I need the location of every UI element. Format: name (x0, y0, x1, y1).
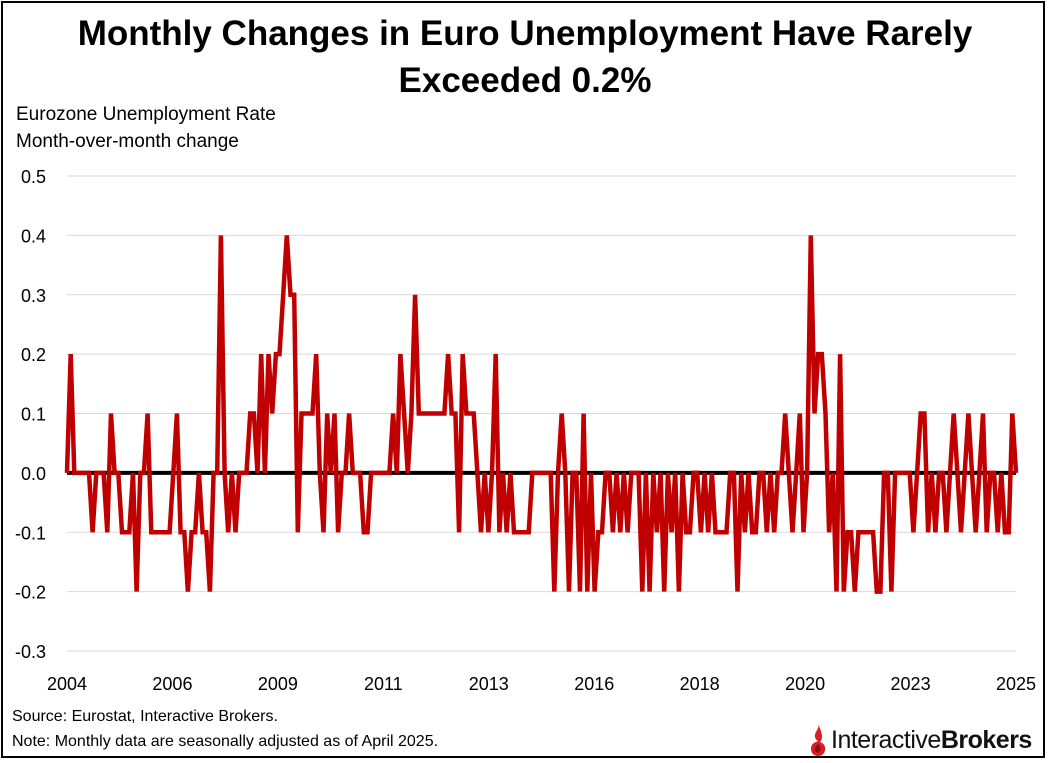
y-tick-label: -0.1 (15, 523, 46, 543)
x-tick-label: 2020 (785, 674, 825, 694)
brand-name: InteractiveBrokers (831, 726, 1032, 755)
line-chart: 0.5 0.4 0.3 0.2 0.1 0.0 -0.1 -0.2 -0.3 2004 2006 2… (15, 167, 1036, 694)
y-tick-label: 0.3 (21, 286, 46, 306)
y-tick-label: 0.5 (21, 167, 46, 187)
x-tick-label: 2025 (996, 674, 1036, 694)
chart-title: Monthly Changes in Euro Unemployment Hav… (77, 14, 973, 100)
x-tick-label: 2013 (469, 674, 509, 694)
x-tick-label: 2016 (574, 674, 614, 694)
chart-subtitle-line-2: Month-over-month change (16, 131, 239, 152)
interactive-brokers-flame-icon (811, 724, 826, 756)
x-tick-label: 2006 (152, 674, 192, 694)
series-line (64, 235, 1019, 594)
brand-name-bold: Brokers (940, 725, 1033, 754)
brand-logo: InteractiveBrokers (808, 718, 1032, 762)
y-tick-label: 0.4 (21, 226, 46, 246)
y-tick-label: 0.1 (21, 405, 46, 425)
brand-name-regular: Interactive (831, 725, 941, 754)
y-tick-label: -0.2 (15, 583, 46, 603)
x-tick-label: 2018 (680, 674, 720, 694)
data-note: Note: Monthly data are seasonally adjust… (12, 733, 439, 750)
x-tick-label: 2009 (258, 674, 298, 694)
y-tick-label: -0.3 (15, 642, 46, 662)
y-tick-label: 0.2 (21, 345, 46, 365)
x-tick-label: 2004 (47, 674, 87, 694)
chart-subtitle-line-1: Eurozone Unemployment Rate (16, 104, 276, 125)
y-tick-label: 0.0 (21, 464, 46, 484)
source-note: Source: Eurostat, Interactive Brokers. (12, 708, 278, 725)
x-tick-label: 2023 (891, 674, 931, 694)
x-tick-label: 2011 (364, 674, 403, 694)
